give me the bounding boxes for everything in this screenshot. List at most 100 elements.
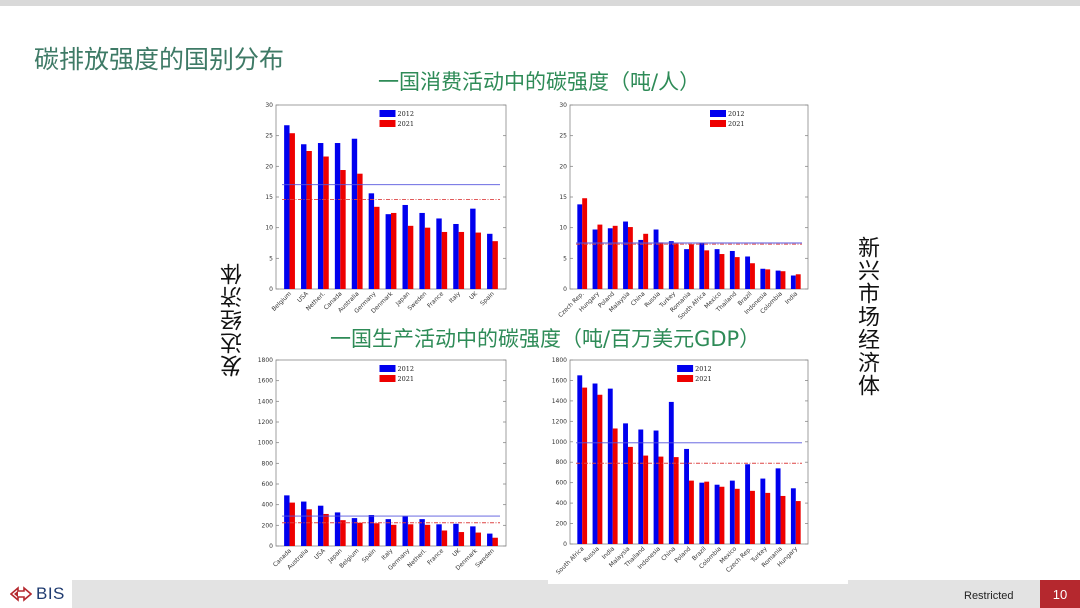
bar-2012 — [729, 480, 735, 544]
bar-2021 — [780, 271, 786, 289]
legend: 2012 2021 — [710, 110, 745, 128]
y-tick-label: 0 — [269, 543, 273, 550]
bar-2012 — [790, 275, 796, 289]
bar-2021 — [492, 537, 498, 546]
footer — [0, 580, 1080, 608]
bar-2012 — [684, 249, 689, 289]
y-tick-label: 400 — [262, 502, 274, 509]
bar-2021 — [289, 133, 295, 289]
legend-label-2012: 2012 — [398, 365, 415, 373]
bar-2021 — [441, 231, 448, 289]
bar-2012 — [653, 229, 659, 289]
y-tick-label: 600 — [556, 480, 568, 487]
y-tick-label: 30 — [559, 102, 567, 109]
y-tick-label: 30 — [265, 102, 273, 109]
bar-2021 — [780, 495, 786, 544]
x-tick-label: USA — [296, 290, 310, 304]
bar-2012 — [775, 468, 781, 544]
bar-2012 — [301, 144, 307, 289]
plot-area: 0 200 400 600 800 1000 1200 1400 1600 1800 South A… — [552, 357, 809, 576]
chart-svg: 0 200 400 600 800 1000 1200 1400 1600 1800 South A… — [552, 357, 809, 576]
y-tick-label: 400 — [556, 500, 568, 507]
bar-2021 — [340, 520, 346, 546]
axes-box — [275, 359, 507, 547]
chart-consumption-developed: 0 5 10 15 20 25 30 Belgium USA Netherl. Canada Aust… — [256, 99, 516, 343]
bar-2012 — [284, 125, 290, 290]
bar-2012 — [684, 448, 689, 544]
bar-2021 — [424, 227, 431, 289]
bar-2021 — [597, 394, 603, 544]
bar-2021 — [323, 513, 329, 546]
bar-2012 — [775, 270, 781, 289]
bar-2012 — [368, 193, 375, 289]
bar-2021 — [643, 455, 649, 544]
y-tick-label: 200 — [262, 522, 274, 529]
bar-2021 — [424, 524, 431, 546]
bar-2012 — [668, 241, 674, 289]
y-tick-label: 5 — [563, 255, 567, 262]
x-tick-label: Sweden — [407, 290, 429, 312]
y-tick-label: 5 — [269, 255, 273, 262]
bar-2012 — [760, 478, 766, 544]
y-tick-label: 0 — [563, 541, 567, 548]
bar-2012 — [745, 464, 751, 544]
bar-2021 — [407, 225, 414, 289]
y-tick-label: 0 — [269, 286, 273, 293]
bar-2012 — [607, 228, 613, 289]
bar-2012 — [385, 214, 391, 289]
bar-2012 — [638, 239, 644, 289]
bar-2012 — [638, 429, 644, 544]
bar-2012 — [714, 249, 720, 289]
bar-2012 — [385, 519, 391, 546]
chart-consumption-emerging: 0 5 10 15 20 25 30 Czech Rep. Hungary Poland Malay… — [550, 99, 818, 343]
bar-2021 — [658, 456, 664, 544]
bis-logo-text: BIS — [36, 584, 65, 603]
x-tick-label: Spain — [479, 290, 496, 307]
bar-2021 — [391, 524, 397, 546]
label-developed-economies: 发达经济体 — [221, 262, 246, 377]
y-tick-label: 200 — [556, 521, 568, 528]
bar-2012 — [668, 401, 674, 544]
legend-label-2021: 2021 — [398, 375, 415, 383]
legend-swatch-2012 — [379, 365, 396, 372]
x-tick-label: France — [426, 547, 445, 566]
top-bar — [0, 0, 1080, 6]
bar-2021 — [306, 151, 312, 289]
page-number: 10 — [1040, 580, 1080, 608]
subtitle-consumption: 一国消费活动中的碳强度（吨/人） — [378, 70, 701, 94]
bar-2021 — [475, 532, 481, 546]
bar-2012 — [699, 243, 705, 289]
bar-2012 — [714, 484, 720, 544]
bar-2021 — [719, 254, 725, 289]
bar-2021 — [795, 274, 801, 289]
bar-2021 — [582, 387, 588, 544]
slide-title: 碳排放强度的国别分布 — [34, 45, 285, 74]
bar-2012 — [351, 138, 358, 289]
bar-2021 — [704, 481, 710, 544]
legend-swatch-2012 — [710, 110, 726, 117]
x-tick-label: Sweden — [474, 547, 496, 569]
chart-svg: 020040060080010001200140016001800CanadaA… — [258, 357, 507, 572]
y-tick-label: 15 — [265, 194, 273, 201]
y-tick-label: 800 — [556, 459, 568, 466]
x-tick-label: Italy — [380, 547, 394, 561]
x-tick-label: USA — [313, 547, 327, 561]
bar-2012 — [487, 233, 493, 289]
legend-label-2021: 2021 — [695, 375, 712, 383]
bar-2021 — [407, 524, 414, 546]
y-tick-label: 1800 — [552, 357, 567, 364]
y-tick-label: 20 — [265, 163, 273, 170]
bar-2012 — [368, 515, 375, 546]
bar-2012 — [623, 423, 628, 544]
y-tick-label: 1800 — [258, 357, 273, 364]
bar-2021 — [734, 257, 740, 289]
legend-label-2021: 2021 — [398, 120, 415, 128]
bar-2021 — [492, 241, 498, 289]
bar-2021 — [673, 457, 679, 544]
bar-2021 — [458, 532, 465, 546]
x-tick-label: Belgium — [271, 290, 293, 312]
bar-2012 — [470, 526, 476, 546]
bar-2012 — [334, 143, 341, 289]
y-tick-label: 25 — [265, 133, 273, 140]
